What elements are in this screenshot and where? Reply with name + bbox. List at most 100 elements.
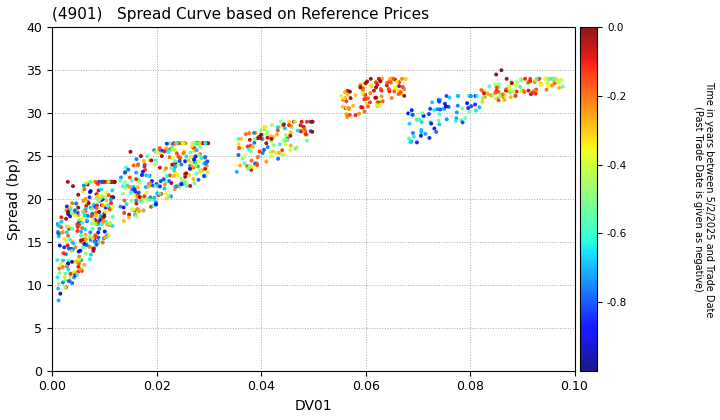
Point [452, 93, 464, 100]
Point [450, 118, 462, 124]
Point [244, 136, 256, 143]
Point [528, 87, 539, 94]
Point [74, 266, 86, 273]
Point [423, 111, 435, 118]
Point [273, 150, 284, 156]
Point [294, 122, 306, 129]
Point [498, 93, 509, 100]
Point [191, 147, 202, 153]
Point [55, 224, 67, 231]
Point [407, 112, 418, 118]
Point [142, 153, 153, 160]
Point [459, 115, 471, 121]
Point [73, 221, 85, 228]
Point [189, 159, 201, 166]
Point [150, 181, 162, 187]
Point [68, 269, 80, 276]
Point [477, 95, 489, 102]
Point [431, 129, 442, 135]
Point [405, 111, 417, 118]
Point [109, 178, 120, 185]
Point [510, 92, 521, 99]
Point [125, 197, 137, 204]
Point [73, 248, 84, 255]
Point [377, 76, 388, 82]
Point [451, 115, 462, 121]
Y-axis label: Time in years between 5/2/2025 and Trade Date
(Past Trade Date is given as negat: Time in years between 5/2/2025 and Trade… [693, 81, 714, 317]
Point [91, 193, 103, 199]
Point [66, 270, 78, 277]
Point [365, 76, 377, 82]
Point [78, 182, 90, 189]
Point [524, 77, 536, 84]
Point [63, 278, 75, 284]
Point [255, 134, 266, 141]
Point [86, 213, 97, 220]
Point [81, 239, 92, 246]
Point [67, 200, 78, 207]
Point [181, 170, 192, 177]
Point [92, 218, 104, 225]
Point [240, 131, 251, 137]
Point [86, 220, 98, 227]
Point [284, 147, 296, 153]
Point [137, 197, 148, 204]
Point [75, 247, 86, 254]
Point [357, 87, 369, 94]
Point [350, 112, 361, 118]
Point [173, 153, 184, 160]
Point [145, 194, 157, 201]
Point [165, 165, 176, 171]
Point [370, 84, 382, 91]
Point [452, 102, 464, 109]
Point [139, 161, 150, 168]
Point [63, 245, 74, 252]
Point [543, 76, 554, 82]
Point [189, 180, 200, 186]
Point [84, 229, 96, 236]
Point [76, 268, 88, 274]
Point [86, 210, 98, 217]
Point [166, 180, 177, 186]
Point [89, 178, 101, 185]
Point [200, 160, 212, 166]
Point [189, 145, 200, 152]
Point [94, 215, 106, 221]
Point [194, 144, 206, 150]
Point [278, 121, 289, 128]
Point [504, 87, 516, 93]
Point [66, 210, 78, 217]
Point [194, 140, 205, 147]
Point [55, 261, 66, 268]
Point [370, 79, 382, 86]
Point [354, 84, 366, 91]
Point [106, 194, 117, 200]
Point [387, 76, 398, 82]
Point [135, 199, 147, 205]
Point [556, 76, 567, 83]
Point [65, 206, 76, 213]
Point [103, 178, 114, 185]
Point [103, 178, 114, 185]
Point [179, 171, 191, 177]
Point [384, 78, 395, 84]
Point [248, 129, 260, 136]
Point [518, 87, 529, 94]
Point [71, 258, 82, 265]
Point [132, 161, 144, 168]
Point [198, 173, 210, 179]
Point [261, 124, 272, 131]
Point [534, 76, 545, 82]
Point [100, 218, 112, 225]
Point [150, 201, 162, 208]
Point [161, 190, 172, 197]
Point [53, 230, 64, 236]
Point [134, 194, 145, 200]
Point [95, 186, 107, 193]
Point [408, 130, 419, 136]
Point [104, 219, 116, 226]
Point [465, 93, 477, 100]
Point [140, 184, 152, 190]
Point [62, 242, 73, 249]
Point [254, 148, 266, 155]
